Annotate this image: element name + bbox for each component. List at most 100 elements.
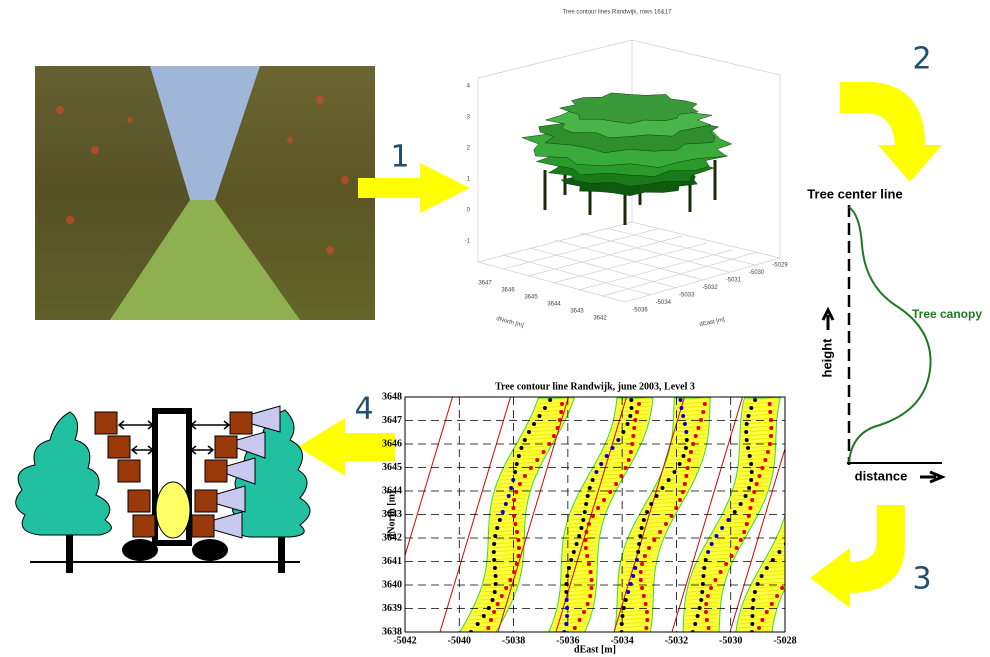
edge-dot (735, 546, 739, 550)
hatch (791, 494, 823, 496)
z-tick-label: 1 (467, 177, 471, 183)
center-dot (693, 622, 697, 626)
center-dot (594, 470, 598, 474)
center-dot (565, 582, 569, 586)
center-dot (565, 606, 569, 610)
center-dot (801, 438, 805, 442)
center-dot (611, 446, 615, 450)
edge-dot (819, 474, 823, 478)
hatch (800, 418, 832, 420)
center-dot (701, 582, 705, 586)
hatch (789, 506, 821, 508)
center-dot (635, 558, 639, 562)
center-dot (537, 414, 541, 418)
center-dot (799, 510, 803, 514)
x-tick-label: -5038 (502, 635, 525, 646)
edge-dot (709, 586, 713, 590)
edge-dot (516, 554, 520, 558)
edge-dot (645, 618, 649, 622)
center-dot (637, 542, 641, 546)
edge-dot (500, 594, 504, 598)
edge-dot (535, 458, 539, 462)
edge-dot (513, 522, 517, 526)
edge-dot (642, 594, 646, 598)
center-dot (599, 462, 603, 466)
center-dot (621, 430, 625, 434)
center-dot (745, 422, 749, 426)
edge-dot (768, 410, 772, 414)
center-dot (726, 518, 730, 522)
edge-dot (578, 618, 582, 622)
edge-dot (757, 626, 761, 630)
edge-dot (752, 490, 756, 494)
hatch (795, 438, 827, 440)
arrow-4 (298, 418, 395, 476)
edge-dot (644, 626, 648, 630)
edge-dot (515, 530, 519, 534)
center-dot (750, 470, 754, 474)
north-tick-label: 3642 (593, 316, 607, 322)
edge-dot (745, 522, 749, 526)
center-dot (492, 558, 496, 562)
center-dot (649, 502, 653, 506)
edge-dot (658, 530, 662, 534)
canopy-curve (849, 207, 931, 462)
y-tick-label: 3646 (382, 438, 402, 449)
edge-dot (518, 482, 522, 486)
edge-dot (818, 442, 822, 446)
center-dot (626, 422, 630, 426)
east-tick-label: -5030 (749, 270, 765, 276)
edge-dot (573, 626, 577, 630)
edge-dot (704, 602, 708, 606)
edge-dot (755, 634, 759, 638)
center-dot (777, 550, 781, 554)
center-dot (702, 566, 706, 570)
east-tick-label: -5032 (702, 285, 718, 291)
center-dot (631, 574, 635, 578)
edge-dot (701, 410, 705, 414)
plot2d-ylabel: dNorth [m] (386, 491, 397, 540)
center-dot (572, 550, 576, 554)
center-dot (655, 494, 659, 498)
hatch (792, 478, 824, 480)
z-tick-label: 0 (467, 208, 471, 214)
figure: 1 2 3 4 Tree contour lines Randwijk, row… (0, 0, 990, 657)
x-tick-label: -5028 (773, 635, 796, 646)
orchard-photo (35, 66, 375, 320)
edge-dot (724, 562, 728, 566)
edge-dot (587, 562, 591, 566)
edge-dot (748, 506, 752, 510)
center-dot (797, 486, 801, 490)
edge-dot (694, 434, 698, 438)
edge-dot (486, 626, 490, 630)
edge-dot (512, 570, 516, 574)
center-dot (667, 478, 671, 482)
center-dot (760, 574, 764, 578)
x-tick-label: -5030 (719, 635, 742, 646)
center-dot (746, 446, 750, 450)
center-dot (739, 502, 743, 506)
center-dot (753, 590, 757, 594)
hatch (797, 426, 829, 428)
plot2d-title: Tree contour line Randwijk, june 2003, L… (495, 381, 695, 392)
center-dot (745, 438, 749, 442)
hatch (786, 518, 818, 520)
edge-dot (760, 466, 764, 470)
edge-dot (585, 554, 589, 558)
center-dot (630, 406, 634, 410)
edge-dot (584, 546, 588, 550)
center-dot (795, 462, 799, 466)
center-dot (751, 598, 755, 602)
center-dot (633, 566, 637, 570)
center-dot (640, 526, 644, 530)
x-tick-label: -5032 (665, 635, 688, 646)
center-dot (751, 606, 755, 610)
y-tick-label: 3638 (382, 626, 402, 637)
hatch (793, 458, 825, 460)
center-dot (629, 582, 633, 586)
edge-dot (552, 434, 556, 438)
center-dot (628, 414, 632, 418)
edge-dot (590, 578, 594, 582)
center-dot (784, 542, 788, 546)
edge-dot (489, 618, 493, 622)
